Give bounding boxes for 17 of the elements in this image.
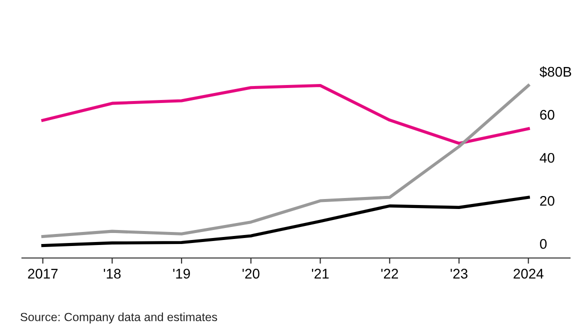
y-tick-label: 0 <box>540 238 547 249</box>
y-tick-label: $80B <box>540 66 572 78</box>
line-series <box>41 196 530 248</box>
x-tick-label: '22 <box>381 268 398 278</box>
line-series <box>41 84 530 238</box>
x-tick-label: '21 <box>312 268 329 278</box>
x-tick-label: 2024 <box>514 268 544 279</box>
x-tick-label: '20 <box>242 268 260 279</box>
source-note: Source: Company data and estimates <box>20 312 218 324</box>
x-tick-label: '23 <box>450 268 468 279</box>
y-tick-label: 60 <box>540 110 554 120</box>
x-tick-label: 2017 <box>28 268 58 279</box>
y-tick-label: 20 <box>540 196 554 206</box>
x-tick-label: '18 <box>104 268 121 279</box>
line-series <box>41 84 530 145</box>
x-tick-label: '19 <box>173 268 190 279</box>
y-tick-label: 40 <box>540 152 554 163</box>
